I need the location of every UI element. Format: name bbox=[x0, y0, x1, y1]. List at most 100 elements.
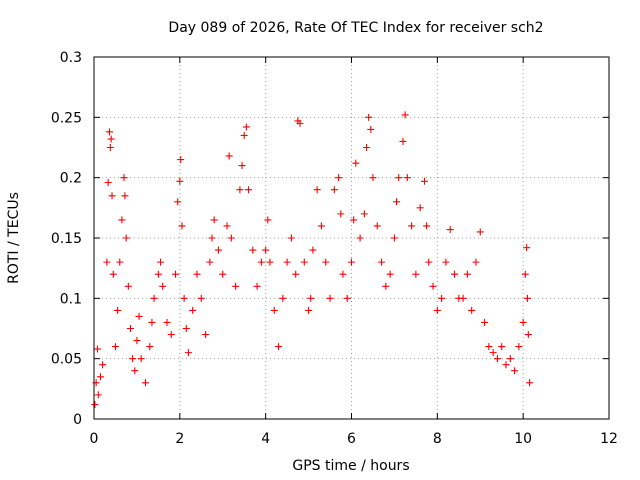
data-point bbox=[521, 270, 529, 278]
x-tick-label: 12 bbox=[600, 431, 618, 447]
data-point bbox=[476, 228, 484, 236]
data-point bbox=[367, 125, 375, 133]
data-point bbox=[515, 343, 523, 351]
data-point bbox=[94, 391, 102, 399]
data-point bbox=[122, 234, 130, 242]
data-point bbox=[279, 294, 287, 302]
data-point bbox=[172, 270, 180, 278]
data-point bbox=[423, 222, 431, 230]
data-point bbox=[107, 135, 115, 143]
data-point bbox=[363, 144, 371, 151]
data-point bbox=[339, 270, 347, 278]
data-point bbox=[135, 312, 143, 320]
data-point bbox=[137, 355, 145, 363]
data-point bbox=[105, 128, 113, 136]
data-point bbox=[210, 216, 218, 224]
data-point bbox=[313, 186, 321, 194]
data-point bbox=[116, 258, 124, 266]
data-point bbox=[214, 246, 222, 254]
grid-lines bbox=[94, 57, 609, 419]
data-point bbox=[526, 379, 534, 387]
data-point bbox=[307, 294, 315, 302]
data-point bbox=[118, 216, 126, 224]
data-point bbox=[395, 174, 403, 182]
data-point bbox=[337, 210, 345, 218]
data-point bbox=[326, 294, 334, 302]
data-point bbox=[262, 246, 270, 254]
data-point bbox=[403, 174, 411, 182]
data-point bbox=[463, 270, 471, 278]
data-point bbox=[99, 361, 107, 369]
data-point bbox=[300, 258, 308, 266]
data-point bbox=[438, 294, 446, 302]
data-point bbox=[369, 174, 377, 182]
data-point bbox=[227, 234, 235, 242]
data-point bbox=[142, 379, 149, 387]
data-point bbox=[382, 282, 390, 290]
data-point bbox=[523, 244, 531, 252]
data-point bbox=[264, 216, 272, 224]
x-tick-label: 0 bbox=[90, 431, 99, 447]
data-point bbox=[335, 174, 343, 182]
data-point bbox=[485, 343, 493, 351]
data-point bbox=[322, 258, 330, 266]
axis-ticks: 0 2 4 6 8 10 12 0 0.05 0.1 0.15 0.2 0.25 0.3 bbox=[51, 50, 618, 447]
data-point bbox=[270, 306, 278, 314]
y-axis-label: ROTI / TECUs bbox=[6, 192, 22, 284]
data-point bbox=[109, 270, 117, 278]
data-point bbox=[242, 123, 250, 131]
data-point bbox=[184, 349, 192, 357]
data-point bbox=[208, 234, 216, 242]
data-point bbox=[524, 331, 532, 339]
data-point bbox=[103, 258, 111, 266]
data-point bbox=[154, 270, 162, 278]
data-point bbox=[317, 222, 325, 230]
data-point bbox=[106, 144, 114, 151]
data-point bbox=[249, 246, 257, 254]
data-points bbox=[91, 111, 534, 409]
y-tick-label: 0.25 bbox=[51, 110, 82, 126]
data-point bbox=[240, 131, 248, 139]
data-point bbox=[126, 325, 134, 332]
data-point bbox=[108, 192, 116, 200]
data-point bbox=[163, 318, 171, 326]
data-point bbox=[189, 306, 197, 314]
data-point bbox=[104, 178, 112, 186]
data-point bbox=[176, 177, 184, 185]
data-point bbox=[399, 137, 407, 145]
data-point bbox=[124, 282, 132, 290]
y-tick-label: 0.3 bbox=[60, 50, 82, 66]
data-point bbox=[180, 294, 188, 302]
data-point bbox=[373, 222, 381, 230]
x-tick-label: 2 bbox=[175, 431, 184, 447]
data-point bbox=[157, 258, 165, 266]
data-point bbox=[206, 258, 214, 266]
data-point bbox=[129, 355, 137, 363]
data-point bbox=[425, 258, 433, 266]
data-point bbox=[114, 306, 122, 314]
x-tick-label: 4 bbox=[261, 431, 270, 447]
data-point bbox=[245, 186, 252, 194]
data-point bbox=[378, 258, 386, 266]
data-point bbox=[131, 367, 139, 375]
data-point bbox=[223, 222, 231, 230]
data-point bbox=[468, 306, 476, 314]
data-point bbox=[459, 294, 467, 302]
data-point bbox=[506, 355, 514, 363]
data-point bbox=[283, 258, 291, 266]
data-point bbox=[133, 337, 141, 345]
data-point bbox=[91, 401, 99, 409]
data-point bbox=[177, 156, 185, 164]
data-point bbox=[523, 294, 531, 302]
data-point bbox=[429, 282, 437, 290]
data-point bbox=[257, 258, 265, 266]
data-point bbox=[393, 198, 401, 206]
data-point bbox=[365, 113, 373, 121]
data-point bbox=[433, 306, 441, 314]
y-tick-label: 0.05 bbox=[51, 352, 82, 368]
data-point bbox=[225, 152, 233, 160]
data-point bbox=[519, 318, 527, 326]
data-point bbox=[238, 162, 246, 170]
data-point bbox=[150, 294, 158, 302]
data-point bbox=[111, 343, 119, 351]
